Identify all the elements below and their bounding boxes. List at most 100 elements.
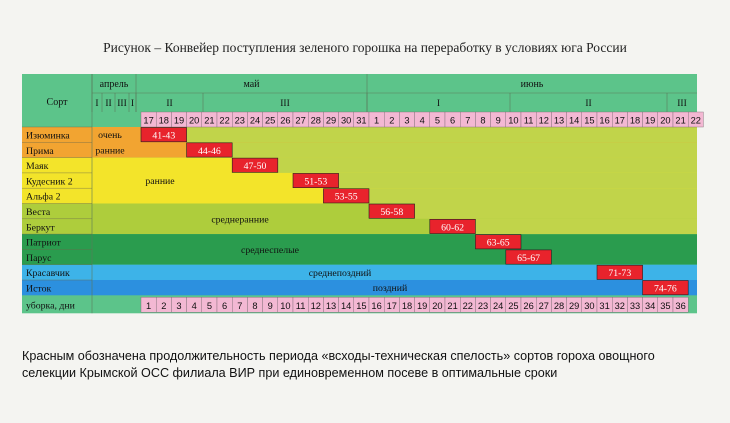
period-label: 74-76 <box>654 284 677 295</box>
day-label: 11 <box>524 116 534 126</box>
day-label: 24 <box>250 116 260 126</box>
day-label: 8 <box>480 116 485 126</box>
day-label: 18 <box>630 116 640 126</box>
harvest-day: 24 <box>493 301 503 311</box>
harvest-day: 9 <box>268 301 273 311</box>
group-label: среднепоздний <box>309 268 372 279</box>
harvest-day: 12 <box>311 301 321 311</box>
day-label: 16 <box>599 116 609 126</box>
decade-label: III <box>280 99 290 109</box>
variety-name: Красавчик <box>26 268 70 279</box>
day-label: 2 <box>389 116 394 126</box>
day-label: 30 <box>341 116 351 126</box>
month-label: июнь <box>521 79 544 90</box>
field-cell <box>369 188 697 204</box>
period-label: 71-73 <box>608 268 631 279</box>
day-label: 23 <box>235 116 245 126</box>
sort-header: Сорт <box>47 97 69 108</box>
period-bar <box>429 219 476 234</box>
harvest-day: 21 <box>447 301 457 311</box>
harvest-day: 32 <box>615 301 625 311</box>
harvest-day: 25 <box>508 301 518 311</box>
harvest-cell <box>672 297 689 313</box>
variety-name: Альфа 2 <box>26 192 61 203</box>
field-cell <box>475 218 697 235</box>
harvest-day: 28 <box>554 301 564 311</box>
day-label: 13 <box>554 116 564 126</box>
day-label: 21 <box>675 116 685 126</box>
day-label: 15 <box>584 116 594 126</box>
period-bar <box>231 157 279 173</box>
period-label: 53-55 <box>335 192 358 203</box>
variety-name: Прима <box>26 146 54 157</box>
harvest-day: 19 <box>417 301 427 311</box>
day-label: 20 <box>189 116 199 126</box>
period-bar <box>596 264 643 280</box>
period-label: 60-62 <box>441 222 464 233</box>
harvest-day: 1 <box>146 301 151 311</box>
day-label: 4 <box>420 116 425 126</box>
figure-caption: Красным обозначена продолжительность пер… <box>22 349 655 380</box>
figure-title: Рисунок – Конвейер поступления зеленого … <box>103 40 627 55</box>
harvest-day: 34 <box>645 301 655 311</box>
group-label: среднеспелые <box>241 245 300 256</box>
period-bar <box>140 127 187 143</box>
harvest-day: 7 <box>237 301 242 311</box>
day-cell <box>688 111 704 128</box>
harvest-label: уборка, дни <box>26 300 76 311</box>
harvest-day: 15 <box>356 301 366 311</box>
group-band <box>22 280 697 296</box>
period-bar <box>292 173 339 188</box>
field-cell <box>338 172 697 189</box>
day-label: 14 <box>569 116 579 126</box>
variety-name: Беркут <box>26 222 55 233</box>
group-label: среднеранние <box>211 214 269 225</box>
variety-name: Кудесник 2 <box>26 176 73 187</box>
harvest-day: 26 <box>523 301 533 311</box>
day-label: 1 <box>374 116 379 126</box>
harvest-day: 11 <box>296 301 306 311</box>
day-label: 10 <box>508 116 518 126</box>
period-label: 51-53 <box>304 176 327 187</box>
day-label: 17 <box>143 116 153 126</box>
day-label: 27 <box>295 116 305 126</box>
day-label: 26 <box>280 116 290 126</box>
harvest-day: 30 <box>584 301 594 311</box>
decade-label: I <box>95 99 98 109</box>
harvest-day: 36 <box>675 301 685 311</box>
day-label: 7 <box>465 116 470 126</box>
period-bar <box>505 249 552 265</box>
harvest-day: 27 <box>539 301 549 311</box>
day-label: 6 <box>450 116 455 126</box>
day-label: 9 <box>496 116 501 126</box>
variety-name: Исток <box>26 284 51 295</box>
period-bar <box>186 142 233 158</box>
day-label: 22 <box>691 116 701 126</box>
group-band <box>22 234 697 265</box>
day-label: 20 <box>660 116 670 126</box>
month-label: май <box>243 79 260 90</box>
day-label: 18 <box>159 116 169 126</box>
harvest-day: 29 <box>569 301 579 311</box>
month-label: апрель <box>100 79 129 90</box>
day-label: 17 <box>615 116 625 126</box>
harvest-day: 10 <box>280 301 290 311</box>
field-cell <box>414 203 697 219</box>
period-bar <box>475 234 522 250</box>
day-label: 25 <box>265 116 275 126</box>
period-bar <box>642 280 689 296</box>
decade-label: II <box>166 99 172 109</box>
period-bar <box>368 203 415 219</box>
variety-name: Веста <box>26 207 51 218</box>
harvest-day: 31 <box>599 301 609 311</box>
day-label: 19 <box>645 116 655 126</box>
group-label: ранние <box>95 145 125 156</box>
day-label: 5 <box>435 116 440 126</box>
harvest-day: 2 <box>161 301 166 311</box>
variety-name: Патриот <box>26 238 61 249</box>
harvest-day: 33 <box>630 301 640 311</box>
day-label: 29 <box>326 116 336 126</box>
decade-label: III <box>677 99 687 109</box>
group-label: очень <box>98 130 122 141</box>
harvest-day: 17 <box>387 301 397 311</box>
